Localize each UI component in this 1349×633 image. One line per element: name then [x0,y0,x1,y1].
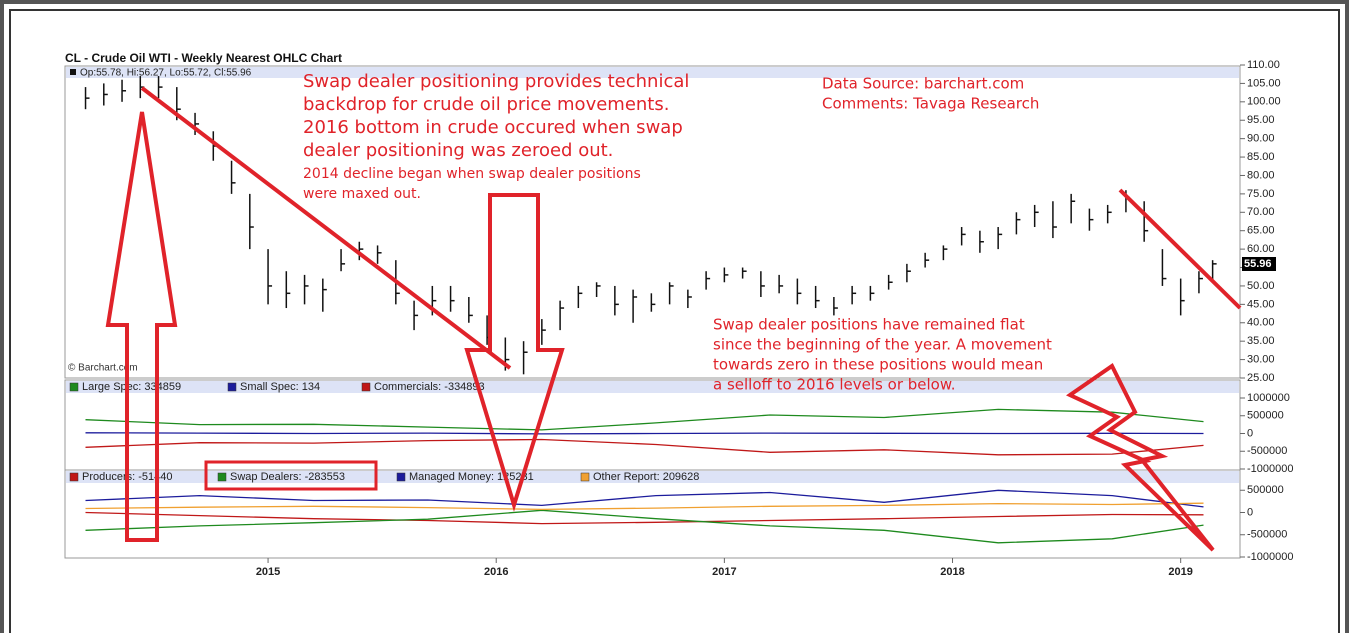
y-tick-label: -500000 [1247,529,1287,541]
series-line [85,438,1204,456]
y-tick-label: 500000 [1247,410,1284,422]
legend-swatch [580,472,590,482]
last-price-label: 55.96 [1244,258,1272,270]
legend-swatch [217,472,227,482]
series-line [85,509,1204,544]
y-tick-label: 75.00 [1247,188,1275,200]
legend-swatch [227,382,237,392]
annotation-text: 2016 bottom in crude occured when swap [303,117,683,138]
y-tick-label: 30.00 [1247,353,1275,365]
y-tick-label: 70.00 [1247,206,1275,218]
trend-line [1118,188,1242,310]
y-tick-label: 90.00 [1247,133,1275,145]
series-line [85,408,1204,431]
trend-line [140,86,512,370]
x-tick-label: 2015 [256,566,280,578]
highlight-box [204,460,378,491]
annotation-text: since the beginning of the year. A movem… [713,336,1052,354]
x-tick-label: 2018 [940,566,964,578]
price-panel [64,65,1241,379]
ohlc-header: Op:55.78, Hi:56.27, Lo:55.72, Cl:55.96 [80,68,252,79]
legend-label: Commercials: -334893 [374,381,485,393]
legend-band-2 [66,471,1239,483]
source: © Barchart.com [68,363,138,374]
legend-swatch [396,472,406,482]
annotation-text: Comments: Tavaga Research [822,95,1039,113]
y-tick-label: 25.00 [1247,372,1275,384]
y-tick-label: 35.00 [1247,335,1275,347]
series-line [85,489,1204,508]
y-tick-label: 50.00 [1247,280,1275,292]
legend-label: Large Spec: 334859 [82,381,181,393]
y-tick-label: 85.00 [1247,151,1275,163]
legend-swatch [69,382,79,392]
y-tick-label: 0 [1247,506,1253,518]
series-line [85,502,1204,511]
x-tick-label: 2019 [1168,566,1192,578]
annotation-text: were maxed out. [303,186,421,202]
annotation-text: 2014 decline began when swap dealer posi… [303,166,641,182]
legend-band-1 [66,381,1239,393]
y-tick-label: 45.00 [1247,298,1275,310]
legend-label: Other Report: 209628 [593,471,699,483]
inner-frame [9,9,1340,633]
y-tick-label: 105.00 [1247,77,1281,89]
up-arrow [105,111,178,542]
y-tick-label: 100.00 [1247,96,1281,108]
y-tick-label: -1000000 [1247,551,1294,563]
y-tick-label: 60.00 [1247,243,1275,255]
legend-label: Small Spec: 134 [240,381,320,393]
annotations: Swap dealer positioning provides technic… [303,71,1052,394]
x-tick-label: 2016 [484,566,508,578]
legend-swatch [361,382,371,392]
annotation-text: Swap dealer positioning provides technic… [303,71,689,92]
header-swatch [70,69,76,75]
y-tick-label: -500000 [1247,445,1287,457]
series-line [85,511,1204,525]
annotation-text: Swap dealer positions have remained flat [713,316,1025,334]
y-tick-label: 0 [1247,427,1253,439]
legend-label: Managed Money: 125231 [409,471,534,483]
annotation-text: Data Source: barchart.com [822,75,1024,93]
lightning-arrow [1065,363,1215,552]
indicator-panel-2 [64,469,1241,559]
header-band [66,67,1239,78]
y-tick-label: 1000000 [1247,392,1290,404]
annotation-text: backdrop for crude oil price movements. [303,94,669,115]
legend-swatch [69,472,79,482]
y-tick-label: 110.00 [1247,59,1280,71]
annotation-text: dealer positioning was zeroed out. [303,140,613,161]
y-tick-label: 65.00 [1247,225,1275,237]
annotation-text: a selloff to 2016 levels or below. [713,376,956,394]
y-tick-label: 80.00 [1247,169,1275,181]
y-tick-label: 500000 [1247,484,1284,496]
annotation-shapes [105,86,1242,552]
y-tick-label: 95.00 [1247,114,1275,126]
legend-label: Swap Dealers: -283553 [230,471,345,483]
last-price-box [1242,256,1276,271]
x-tick-label: 2017 [712,566,736,578]
y-tick-label: 40.00 [1247,317,1275,329]
down-arrow [464,193,565,512]
chart-title: CL - Crude Oil WTI - Weekly Nearest OHLC… [65,51,342,65]
annotation-text: towards zero in these positions would me… [713,356,1043,374]
y-tick-label: -1000000 [1247,463,1294,475]
series-line [85,432,1204,435]
